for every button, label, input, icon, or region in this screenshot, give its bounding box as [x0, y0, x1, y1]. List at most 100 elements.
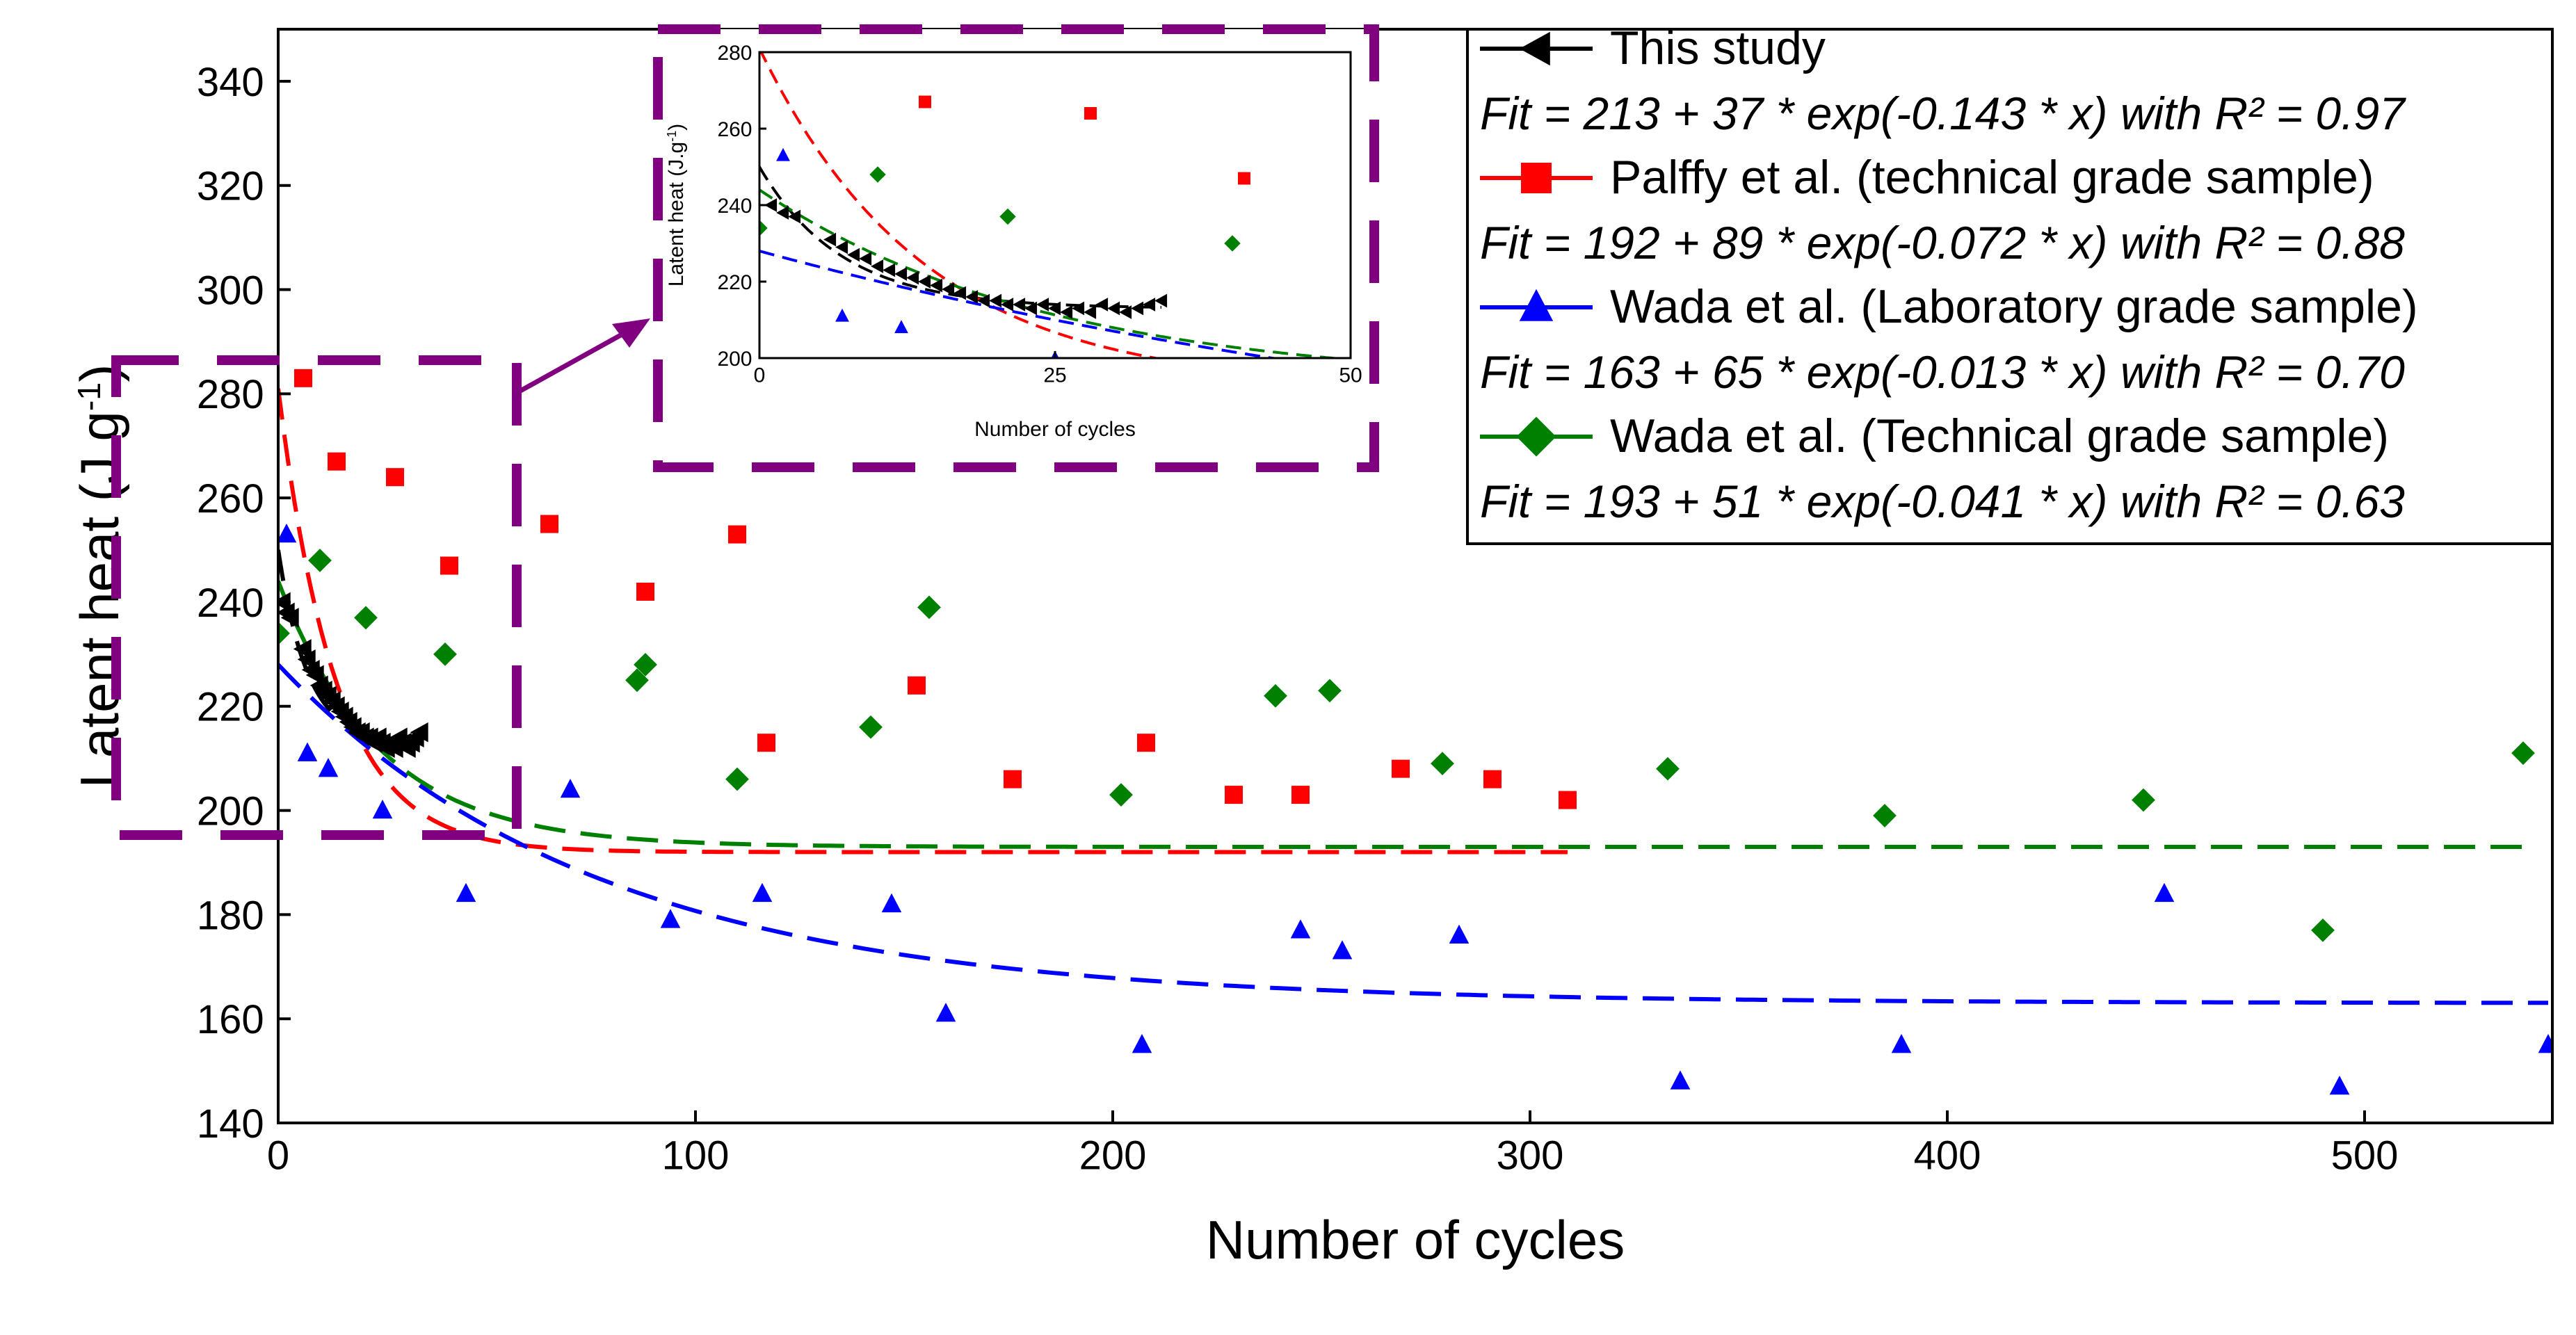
main-point-s3 — [2538, 1034, 2552, 1053]
main-y-tick-label: 180 — [197, 893, 264, 938]
main-point-s3 — [278, 523, 297, 543]
main-y-tick-label: 220 — [197, 685, 264, 730]
legend: This study Fit = 213 + 37 * exp(-0.143 * … — [1466, 22, 2554, 545]
main-point-s4 — [2132, 788, 2155, 812]
inset-point-s4 — [1224, 235, 1241, 252]
main-x-axis-label: Number of cycles — [1206, 1209, 1625, 1270]
inset-point-s1 — [906, 270, 919, 285]
inset-point-s4 — [869, 166, 886, 183]
main-point-s2 — [1483, 770, 1502, 788]
main-point-s2 — [1137, 734, 1155, 752]
legend-label-1: This study — [1610, 22, 1826, 74]
inset-point-s1 — [942, 282, 955, 296]
inset-point-s1 — [823, 232, 837, 247]
inset-y-tick-label: 260 — [717, 118, 752, 141]
main-axis-frame — [277, 28, 2554, 1124]
main-point-s2 — [294, 369, 312, 387]
main-point-s4 — [308, 549, 332, 572]
main-x-tick-label: 300 — [1497, 1133, 1564, 1179]
legend-box — [1466, 28, 2554, 545]
main-fit-curve-3 — [278, 663, 2548, 1005]
main-x-tick-label: 500 — [2331, 1133, 2399, 1179]
main-point-s3 — [1290, 919, 1311, 939]
inset-point-s4 — [759, 220, 768, 236]
main-y-tick-label: 320 — [197, 164, 264, 209]
main-point-s2 — [636, 582, 654, 601]
main-point-s2 — [328, 452, 346, 471]
inset-point-s1 — [1048, 301, 1061, 316]
main-y-tick-label: 280 — [197, 372, 264, 417]
main-data-points — [278, 369, 2552, 1095]
inset-point-s1 — [1131, 301, 1144, 316]
inset-point-s1 — [1001, 298, 1014, 312]
inset-x-tick-label: 0 — [754, 364, 766, 387]
main-point-s4 — [725, 767, 749, 791]
inset-point-s1 — [930, 278, 943, 293]
main-point-s3 — [456, 882, 476, 903]
zoom-region-box — [111, 355, 522, 840]
inset-y-tick-label: 220 — [717, 271, 752, 294]
main-point-s4 — [1109, 783, 1133, 807]
main-point-s2 — [728, 525, 746, 544]
inset-point-s2 — [1084, 107, 1097, 120]
legend-fit-2: Fit = 192 + 89 * exp(-0.072 * x) with R²… — [1480, 217, 2405, 268]
main-point-s4 — [1656, 756, 1680, 781]
main-point-s3 — [297, 742, 318, 761]
main-point-s3 — [1449, 924, 1470, 944]
main-point-s4 — [859, 715, 883, 739]
main-point-s4 — [1318, 679, 1342, 703]
main-point-s2 — [1392, 759, 1410, 778]
main-x-tick-label: 400 — [1914, 1133, 1981, 1179]
main-point-s2 — [908, 676, 926, 695]
main-point-s4 — [2511, 741, 2535, 766]
inset-point-s3 — [776, 147, 790, 161]
inset-y-tick-label: 280 — [717, 42, 752, 65]
inset-axes: 0 25 50 200 220 240 260 280 Number of cycles Late… — [665, 42, 1362, 441]
inset-x-tick-label: 50 — [1339, 364, 1362, 387]
main-y-tick-label: 260 — [197, 476, 264, 521]
legend-marker-2 — [1521, 163, 1552, 193]
inset-fit-curve-4 — [759, 188, 1348, 358]
inset-point-s1 — [835, 240, 848, 254]
inset-frame-box — [653, 24, 1379, 472]
main-point-s4 — [278, 621, 290, 645]
main-point-s3 — [660, 909, 681, 928]
main-point-s3 — [318, 758, 339, 777]
main-fit-curve-4 — [278, 580, 2523, 849]
main-point-s4 — [625, 668, 649, 693]
inset-x-axis-label: Number of cycles — [974, 418, 1136, 441]
inset-point-s1 — [894, 267, 908, 281]
inset-point-s1 — [1154, 293, 1168, 308]
main-x-tick-label: 0 — [267, 1133, 289, 1179]
main-point-s4 — [917, 595, 941, 620]
inset-point-s1 — [1095, 298, 1109, 312]
main-point-s2 — [386, 468, 404, 487]
inset-point-s2 — [919, 95, 931, 108]
legend-label-3: Wada et al. (Laboratory grade sample) — [1610, 280, 2418, 333]
main-point-s4 — [2311, 918, 2335, 942]
main-point-s4 — [634, 652, 657, 677]
legend-fit-3: Fit = 163 + 65 * exp(-0.013 * x) with R²… — [1480, 346, 2405, 398]
main-point-s2 — [1559, 791, 1577, 809]
legend-marker-1 — [1519, 31, 1550, 66]
inset-y-axis-label: Latent heat (J.g-1) — [665, 124, 688, 287]
legend-label-2: Palffy et al. (technical grade sample) — [1610, 151, 2374, 204]
main-y-tick-label: 240 — [197, 581, 264, 626]
inset-point-s3 — [894, 320, 908, 334]
main-point-s1 — [297, 649, 316, 670]
zoom-arrow-head — [612, 318, 650, 348]
main-point-s3 — [1891, 1034, 1912, 1053]
inset-point-s1 — [1060, 305, 1073, 319]
main-y-tick-label: 160 — [197, 997, 264, 1042]
inset-point-s1 — [977, 293, 990, 308]
main-point-s2 — [1004, 770, 1022, 788]
inset-point-s4 — [999, 208, 1016, 225]
inset-x-tick-label: 25 — [1043, 364, 1066, 387]
legend-marker-4 — [1516, 416, 1556, 457]
main-point-s4 — [1873, 804, 1897, 827]
legend-marker-3 — [1519, 289, 1554, 321]
main-point-s2 — [1291, 786, 1310, 804]
inset-y-tick-label: 240 — [717, 195, 752, 218]
inset-point-s1 — [1084, 305, 1097, 319]
